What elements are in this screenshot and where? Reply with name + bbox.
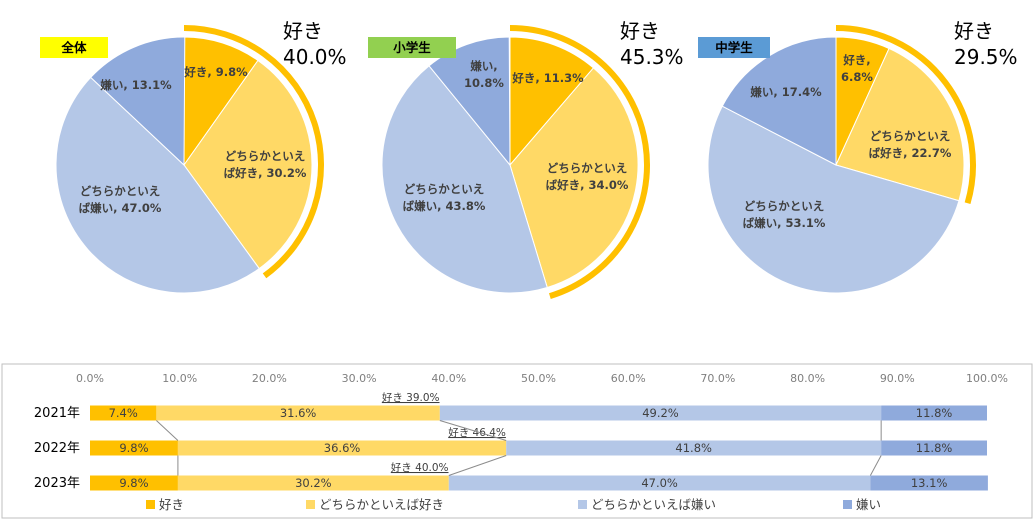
x-tick-label: 90.0% — [880, 372, 915, 385]
like-total-value: 29.5% — [954, 45, 1018, 69]
slice-label: 好き, 6.8% — [841, 53, 873, 84]
pie-slice — [707, 105, 960, 294]
bar-segment — [870, 475, 988, 491]
x-tick-label: 80.0% — [790, 372, 825, 385]
like-total-title: 好き — [283, 19, 323, 43]
series-connector-line — [448, 455, 507, 476]
x-tick-label: 40.0% — [431, 372, 466, 385]
slice-label: 好き, 11.3% — [511, 71, 584, 85]
pie-badge — [40, 37, 108, 58]
bar-segment-label: 47.0% — [641, 476, 678, 490]
bar-segment — [506, 440, 882, 456]
legend-swatch — [578, 500, 587, 509]
pie-chart-3: 好き, 6.8% どちらかといえば好き, 22.7% どちらかといえば嫌い, 53.1… — [698, 19, 1018, 294]
pie-slice — [835, 47, 965, 202]
slice-label: 嫌い, 17.4% — [749, 85, 822, 99]
bar-segment-label: 41.8% — [675, 441, 712, 455]
pie-badge-label: 小学生 — [392, 40, 431, 55]
slice-label: どちらかといえば嫌い, 53.1% — [743, 199, 826, 230]
pie-slice — [183, 36, 259, 167]
legend-label: 嫌い — [856, 497, 881, 512]
bar-segment-label: 13.1% — [911, 476, 948, 490]
slice-label: 好き, 9.8% — [183, 65, 248, 79]
category-label: 2021年 — [34, 406, 80, 421]
bar-segment — [448, 475, 871, 491]
like-total-value: 45.3% — [620, 45, 684, 69]
bar-segment-label: 49.2% — [642, 406, 679, 420]
category-label: 2023年 — [34, 476, 80, 491]
bar-segment — [90, 475, 178, 491]
pie-charts: 好き, 9.8% どちらかといえば好き, 30.2% どちらかといえば嫌い, 47.… — [40, 19, 1018, 299]
pie-badge-label: 中学生 — [715, 40, 753, 55]
bar-segment-label: 7.4% — [109, 406, 138, 420]
bar-segment — [881, 405, 987, 421]
like-total-annotation: 好き 40.0% — [391, 462, 449, 474]
like-total-value: 40.0% — [283, 45, 347, 69]
bar-segment — [90, 405, 157, 421]
x-tick-label: 50.0% — [521, 372, 556, 385]
x-tick-label: 20.0% — [252, 372, 287, 385]
bar-segment — [439, 405, 882, 421]
bar-segment — [90, 440, 178, 456]
slice-label: どちらかといえば嫌い, 43.8% — [403, 182, 486, 213]
bar-segment-label: 30.2% — [295, 476, 332, 490]
legend-swatch — [146, 500, 155, 509]
slice-label: どちらかといえば嫌い, 47.0% — [79, 184, 162, 215]
like-total-title: 好き — [954, 19, 994, 43]
bar-segment — [881, 440, 987, 456]
slice-label: どちらかといえば好き, 22.7% — [869, 129, 952, 160]
pie-slice — [183, 59, 313, 270]
pie-chart-1: 好き, 9.8% どちらかといえば好き, 30.2% どちらかといえば嫌い, 47.… — [40, 19, 347, 294]
bar-segment-label: 31.6% — [280, 406, 317, 420]
series-connector-line — [869, 455, 882, 476]
pie-chart-2: 好き, 11.3% どちらかといえば好き, 34.0% どちらかといえば嫌い, 43… — [368, 19, 684, 299]
pie-slice — [89, 36, 186, 167]
bar-segment — [156, 405, 440, 421]
slice-label: 嫌い, 10.8% — [464, 59, 504, 90]
legend-swatch — [843, 500, 852, 509]
x-tick-label: 10.0% — [162, 372, 197, 385]
like-total-arc — [835, 25, 976, 205]
bar-segment-label: 11.8% — [916, 406, 953, 420]
slice-label: 嫌い, 13.1% — [99, 78, 172, 92]
bar-segment — [177, 440, 507, 456]
pie-badge — [698, 37, 770, 58]
pie-slice — [55, 76, 260, 294]
like-total-title: 好き — [620, 19, 660, 43]
stacked-bar-chart: 0.0% 10.0% 20.0% 30.0% 40.0% 50.0% 60.0% 70.0% 8… — [34, 372, 1008, 512]
bar-segment-label: 9.8% — [119, 476, 148, 490]
pie-slice — [509, 67, 639, 289]
slice-label: どちらかといえば好き, 34.0% — [546, 161, 629, 192]
like-total-arc — [509, 25, 650, 299]
x-tick-label: 70.0% — [700, 372, 735, 385]
category-label: 2022年 — [34, 441, 80, 456]
pie-slice — [381, 65, 548, 294]
x-tick-label: 0.0% — [76, 372, 104, 385]
legend-label: どちらかといえば好き — [319, 497, 444, 512]
x-tick-label: 100.0% — [966, 372, 1008, 385]
x-tick-label: 30.0% — [342, 372, 377, 385]
like-total-annotation: 好き 39.0% — [382, 392, 440, 404]
pie-badge-label: 全体 — [60, 40, 87, 55]
bar-segment — [177, 475, 449, 491]
slice-label: どちらかといえば好き, 30.2% — [224, 149, 307, 180]
bar-segment-label: 36.6% — [324, 441, 361, 455]
like-total-arc — [183, 25, 324, 279]
pie-badge — [368, 37, 456, 58]
like-total-annotation: 好き 46.4% — [448, 427, 506, 439]
series-connector-line — [156, 420, 179, 441]
legend-swatch — [306, 500, 315, 509]
legend-label: どちらかといえば嫌い — [591, 497, 716, 512]
bar-segment-label: 9.8% — [119, 441, 148, 455]
legend-label: 好き — [159, 497, 184, 512]
series-connector-line — [439, 420, 507, 441]
x-tick-label: 60.0% — [611, 372, 646, 385]
bar-segment-label: 11.8% — [916, 441, 953, 455]
pie-slice — [509, 36, 595, 167]
pie-slice — [428, 36, 511, 167]
